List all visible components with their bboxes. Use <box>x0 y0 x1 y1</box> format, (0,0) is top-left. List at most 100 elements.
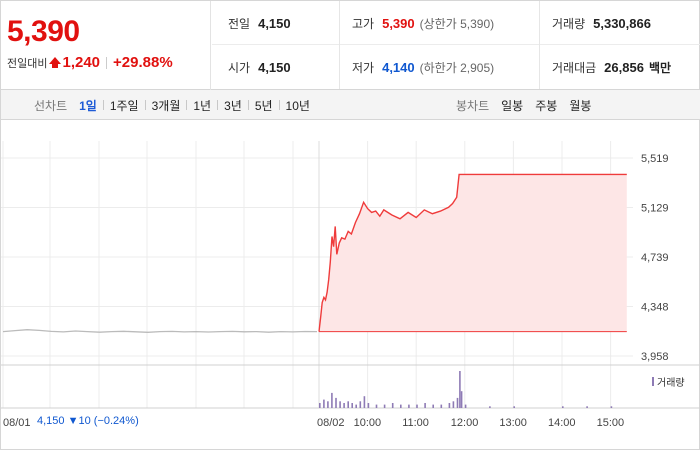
tab-1-year[interactable]: 1년 <box>193 98 212 113</box>
volume-bar <box>513 406 515 408</box>
today-price-area <box>319 174 627 332</box>
volume-bar <box>408 404 410 408</box>
volume-bar <box>339 401 341 408</box>
tab-10-year[interactable]: 10년 <box>285 98 310 113</box>
line-chart-title: 선차트 <box>34 98 68 113</box>
volume-bar <box>323 399 325 408</box>
tab-1-day[interactable]: 1일 <box>79 98 97 113</box>
volume-bar <box>367 403 370 408</box>
change-value: 1,240 <box>62 54 101 71</box>
today-price-line <box>318 173 627 332</box>
volume-bar <box>464 404 467 408</box>
high-value: 5,390 <box>382 15 415 31</box>
prev-day-percent: (−0.24%) <box>93 415 139 427</box>
turnover-cell: 거래대금 26,856 백만 <box>539 45 699 89</box>
y-tick-label: 4,348 <box>641 302 669 314</box>
high-cell: 고가 5,390 (상한가 5,390) <box>339 1 539 45</box>
volume-bar <box>383 404 386 408</box>
price-chart[interactable]: 5,519 5,129 4,739 4,348 3,958 08/01 08/02 10:00… <box>1 121 700 451</box>
upper-limit: (상한가 5,390) <box>419 16 495 31</box>
prev-close-cell: 전일 4,150 <box>228 1 328 45</box>
low-value: 4,140 <box>382 59 415 75</box>
x-tick-label: 08/02 <box>317 417 345 429</box>
y-tick-label: 4,739 <box>641 252 669 264</box>
volume-bar <box>355 404 357 408</box>
open-value: 4,150 <box>258 59 291 75</box>
volume-bar <box>489 406 491 408</box>
tab-5-year[interactable]: 5년 <box>254 98 273 113</box>
divider <box>144 100 146 110</box>
prev-day-info: 4,150 ▼10 (−0.24%) <box>37 415 139 427</box>
volume-bar <box>319 403 321 408</box>
volume-bar <box>440 404 443 408</box>
volume-bar <box>400 404 402 408</box>
volume-bar <box>448 403 451 408</box>
volume-bar <box>459 371 461 408</box>
volume-value: 5,330,866 <box>593 15 651 31</box>
prev-close-label: 전일 <box>228 16 251 31</box>
volume-bar <box>359 401 362 408</box>
change-percent: +29.88% <box>113 54 173 71</box>
tab-monthly-candle[interactable]: 월봉 <box>569 98 592 113</box>
line-chart-tabs: 선차트 1일 1주일 3개월 1년 3년 5년 10년 <box>34 90 310 120</box>
stats-row-2: 시가 4,150 저가 4,140 (하한가 2,905) 거래대금 26,85… <box>212 45 700 89</box>
down-arrow-icon: ▼ <box>67 415 79 427</box>
volume-bar <box>391 403 394 408</box>
x-tick-label: 11:00 <box>402 417 429 429</box>
candle-chart-title: 봉차트 <box>456 98 490 113</box>
volume-bar <box>424 403 426 408</box>
x-tick-label: 14:00 <box>548 417 576 429</box>
chart-tabs-bar: 선차트 1일 1주일 3개월 1년 3년 5년 10년 봉차트 일봉 주봉 월봉 <box>1 90 700 120</box>
turnover-value: 26,856 <box>604 59 644 75</box>
volume-cell: 거래량 5,330,866 <box>539 1 699 45</box>
x-tick-label: 08/01 <box>3 417 31 429</box>
lower-limit: (하한가 2,905) <box>419 60 495 75</box>
divider <box>186 100 188 110</box>
volume-bar <box>416 404 418 408</box>
volume-bar <box>456 397 459 408</box>
y-tick-label: 3,958 <box>641 351 669 363</box>
tab-weekly-candle[interactable]: 주봉 <box>535 98 558 113</box>
volume-bar <box>335 397 337 408</box>
turnover-unit: 백만 <box>648 60 672 75</box>
prev-day-price-line <box>2 329 318 333</box>
x-tick-label: 15:00 <box>597 417 625 429</box>
turnover-label: 거래대금 <box>552 60 597 75</box>
up-arrow-icon <box>49 57 62 68</box>
tab-1-week[interactable]: 1주일 <box>109 98 139 113</box>
high-label: 고가 <box>352 16 375 31</box>
volume-bar <box>452 401 455 408</box>
volume-bar <box>363 396 366 408</box>
prev-day-close: 4,150 <box>37 415 65 427</box>
tab-3-year[interactable]: 3년 <box>224 98 242 113</box>
x-tick-label: 12:00 <box>451 417 479 429</box>
volume-bar <box>586 406 588 408</box>
x-tick-label: 10:00 <box>354 417 382 429</box>
current-price-panel: 5,390 전일대비 1,240 +29.88% <box>1 1 211 90</box>
divider <box>247 100 249 110</box>
change-row: 전일대비 1,240 +29.88% <box>7 54 173 71</box>
low-label: 저가 <box>352 60 375 75</box>
volume-bar <box>562 406 564 408</box>
volume-bar <box>347 401 349 408</box>
volume-legend: 거래량 <box>652 374 685 389</box>
open-label: 시가 <box>228 60 251 75</box>
open-cell: 시가 4,150 <box>228 45 328 89</box>
stats-panel: 전일 4,150 고가 5,390 (상한가 5,390) 거래량 5,330,… <box>212 1 700 90</box>
volume-legend-swatch <box>652 377 654 386</box>
volume-bar <box>327 401 329 408</box>
change-label: 전일대비 <box>7 57 48 70</box>
tab-daily-candle[interactable]: 일봉 <box>501 98 524 113</box>
divider <box>217 100 219 110</box>
volume-bar <box>375 404 378 408</box>
y-tick-label: 5,519 <box>641 153 669 165</box>
volume-bar <box>460 391 463 408</box>
y-tick-label: 5,129 <box>641 203 669 215</box>
tab-3-month[interactable]: 3개월 <box>151 98 181 113</box>
divider <box>102 100 104 110</box>
candle-chart-tabs: 봉차트 일봉 주봉 월봉 <box>456 90 591 120</box>
price-header: 5,390 전일대비 1,240 +29.88% 전일 4,150 고가 5,3… <box>1 1 700 90</box>
volume-bar <box>343 403 345 408</box>
divider <box>278 100 280 110</box>
